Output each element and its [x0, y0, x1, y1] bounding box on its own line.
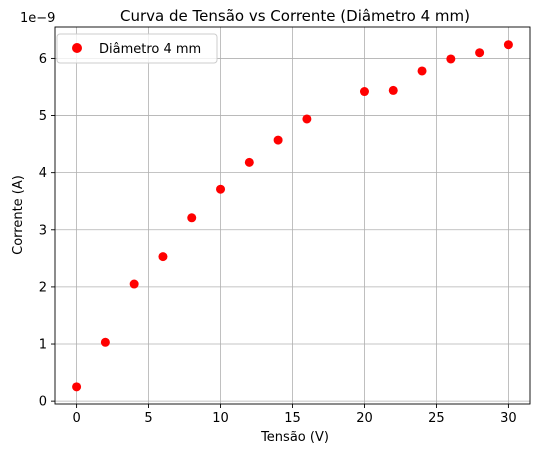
x-axis-label: Tensão (V) — [260, 430, 329, 445]
legend-box — [56, 33, 218, 64]
legend: Diâmetro 4 mm — [56, 33, 218, 64]
data-point — [187, 213, 197, 223]
y-tick-label: 5 — [39, 109, 47, 124]
x-tick-label: 10 — [212, 411, 229, 426]
y-axis-label: Corrente (A) — [11, 175, 26, 255]
data-point — [129, 279, 139, 289]
y-tick-label: 1 — [39, 338, 47, 353]
data-points — [72, 40, 513, 392]
x-tick-label: 5 — [144, 411, 152, 426]
y-tick-label: 4 — [39, 166, 47, 181]
data-point — [100, 337, 110, 347]
data-point — [302, 114, 312, 124]
chart-title: Curva de Tensão vs Corrente (Diâmetro 4 … — [120, 7, 470, 25]
y-tick-label: 0 — [39, 395, 47, 410]
x-tick-label: 20 — [356, 411, 373, 426]
x-tick-label: 25 — [428, 411, 445, 426]
data-point — [388, 85, 398, 95]
data-point — [503, 40, 513, 50]
data-point — [273, 135, 283, 145]
data-point — [158, 252, 168, 262]
data-point — [359, 87, 369, 97]
y-tick-label: 3 — [39, 223, 47, 238]
data-point — [216, 184, 226, 194]
axis-ticks: 0 5 10 15 20 25 30 0 1 2 3 4 5 6 — [39, 52, 517, 426]
data-point — [417, 66, 427, 76]
data-point — [244, 157, 254, 167]
x-tick-label: 0 — [72, 411, 80, 426]
y-offset-label: 1e−9 — [20, 11, 55, 26]
y-tick-label: 6 — [39, 52, 47, 67]
legend-marker — [72, 43, 82, 53]
data-point — [446, 54, 456, 64]
x-tick-label: 15 — [284, 411, 301, 426]
data-point — [475, 48, 485, 58]
legend-label: Diâmetro 4 mm — [99, 42, 201, 57]
y-tick-label: 2 — [39, 280, 47, 295]
x-tick-label: 30 — [500, 411, 517, 426]
data-point — [72, 382, 82, 392]
